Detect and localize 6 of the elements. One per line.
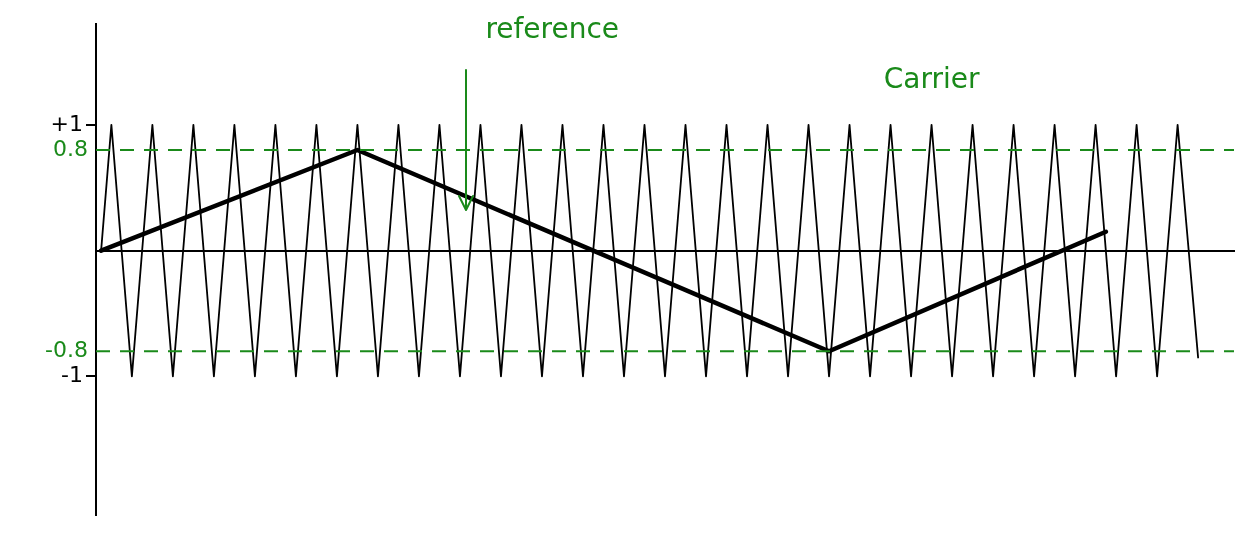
ref-line-label: 0.8 <box>53 135 88 161</box>
text: reference <box>485 11 620 45</box>
ref-line-label: -0.8 <box>45 336 88 362</box>
y-tick-label: +1 <box>50 110 83 136</box>
y-tick-label: -1 <box>61 362 83 388</box>
series-label: Carrier <box>883 62 980 96</box>
